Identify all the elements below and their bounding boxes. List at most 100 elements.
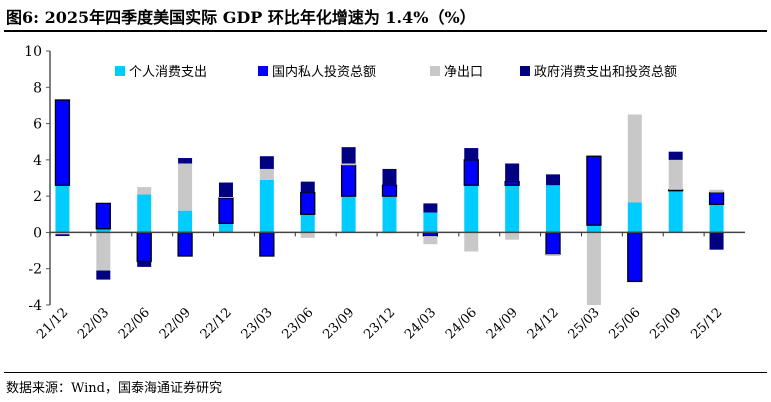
x-tick-label: 24/03 — [402, 305, 439, 342]
bar-net-exports-22-09 — [178, 163, 193, 211]
legend-label: 净出口 — [444, 65, 483, 80]
bar-pce-23-06 — [300, 214, 315, 233]
bar-pce-24-09 — [505, 185, 520, 233]
x-tick-label: 23/12 — [361, 305, 398, 342]
bar-net-exports-24-03 — [423, 236, 438, 245]
y-tick-label: 6 — [33, 117, 42, 133]
y-tick-label: 4 — [33, 153, 42, 169]
x-tick-label: 23/03 — [239, 305, 276, 342]
bar-investment-21-12 — [54, 99, 71, 186]
bar-net-exports-24-12 — [546, 254, 561, 257]
bar-investment-22-12 — [218, 197, 234, 225]
bar-investment-25-09 — [668, 189, 684, 192]
bar-net-exports-24-09 — [505, 232, 520, 240]
x-tick-label: 25/06 — [607, 305, 644, 342]
bar-government-22-09 — [178, 158, 193, 164]
bar-investment-24-09 — [504, 180, 520, 186]
bar-government-25-09 — [668, 151, 683, 160]
bar-investment-22-06 — [136, 231, 152, 263]
bar-pce-21-12 — [55, 185, 70, 233]
bar-investment-24-12 — [545, 231, 561, 255]
legend-swatch — [115, 66, 125, 76]
bar-pce-25-09 — [668, 190, 683, 233]
bar-investment-22-03 — [95, 202, 111, 230]
bar-government-23-03 — [259, 156, 274, 169]
bar-pce-22-06 — [137, 194, 152, 233]
bar-net-exports-24-06 — [464, 232, 479, 252]
legend-label: 国内私人投资总额 — [272, 64, 376, 80]
bar-pce-25-06 — [627, 202, 642, 233]
legend-swatch — [430, 66, 440, 76]
x-tick-label: 22/12 — [198, 305, 235, 342]
bar-investment-23-09 — [340, 164, 357, 197]
bar-net-exports-23-09 — [341, 163, 356, 166]
bar-investment-22-09 — [177, 231, 193, 257]
bar-government-24-03 — [423, 203, 438, 213]
bar-government-25-12 — [709, 232, 724, 250]
bar-government-21-12 — [55, 234, 70, 237]
title-divider — [4, 30, 767, 32]
bar-government-24-09 — [505, 163, 520, 182]
bar-government-24-06 — [464, 148, 479, 160]
x-tick-label: 22/09 — [157, 305, 194, 342]
x-tick-label: 22/06 — [116, 305, 153, 342]
bar-net-exports-23-06 — [300, 232, 315, 238]
bars-group — [54, 99, 725, 305]
y-tick-label: -2 — [28, 262, 42, 278]
x-tick-label: 25/09 — [647, 305, 684, 342]
bar-net-exports-22-06 — [137, 187, 152, 195]
bar-pce-22-03 — [96, 228, 111, 233]
bar-net-exports-25-03 — [586, 232, 601, 305]
bar-investment-25-03 — [586, 155, 602, 226]
y-tick-label: 0 — [33, 225, 42, 241]
bar-pce-24-12 — [546, 185, 561, 233]
x-tick-label: 24/09 — [484, 305, 521, 342]
x-tick-label: 25/03 — [566, 305, 603, 342]
bar-pce-25-12 — [709, 204, 724, 233]
bar-government-24-12 — [546, 174, 561, 186]
bar-net-exports-25-09 — [668, 159, 683, 190]
y-tick-label: 8 — [33, 80, 42, 96]
bar-investment-23-06 — [300, 191, 316, 215]
bar-investment-24-06 — [463, 159, 479, 186]
y-tick-label: -4 — [28, 298, 42, 314]
source-note: 数据来源：Wind，国泰海通证券研究 — [6, 381, 222, 396]
bar-pce-25-03 — [586, 225, 601, 233]
bar-pce-22-09 — [178, 210, 193, 233]
x-tick-label: 23/06 — [279, 305, 316, 342]
x-tick-label: 22/03 — [75, 305, 112, 342]
legend-swatch — [258, 66, 268, 76]
x-tick-label: 24/06 — [443, 305, 480, 342]
bar-net-exports-22-03 — [96, 232, 111, 271]
bar-pce-22-12 — [218, 223, 233, 233]
bar-net-exports-25-06 — [627, 114, 642, 203]
bar-investment-23-03 — [259, 231, 275, 257]
bar-net-exports-25-12 — [709, 189, 724, 193]
bar-investment-25-12 — [708, 191, 725, 205]
y-tick-label: 2 — [33, 189, 42, 205]
bar-pce-24-06 — [464, 185, 479, 233]
x-tick-label: 25/12 — [688, 305, 725, 342]
bar-government-23-06 — [300, 181, 315, 193]
x-tick-label: 23/09 — [320, 305, 357, 342]
y-tick-label: 10 — [24, 44, 42, 60]
bar-investment-25-06 — [627, 231, 643, 283]
legend-swatch — [520, 66, 530, 76]
bar-investment-23-12 — [381, 184, 398, 197]
bar-pce-24-03 — [423, 212, 438, 233]
bar-pce-23-12 — [382, 196, 397, 233]
bar-net-exports-21-12 — [55, 232, 70, 235]
bar-pce-23-09 — [341, 196, 356, 233]
bar-government-22-06 — [137, 261, 152, 267]
x-tick-label: 24/12 — [525, 305, 562, 342]
bar-government-22-12 — [218, 182, 233, 198]
bar-net-exports-22-12 — [218, 197, 233, 198]
source-divider — [4, 372, 767, 373]
bar-net-exports-23-03 — [259, 168, 274, 180]
chart-title: 图6: 2025年四季度美国实际 GDP 环比年化增速为 1.4%（%） — [6, 8, 476, 27]
bar-government-23-09 — [341, 147, 356, 164]
legend-label: 个人消费支出 — [129, 65, 207, 80]
bar-pce-23-03 — [259, 179, 274, 233]
bar-government-22-03 — [96, 270, 111, 280]
